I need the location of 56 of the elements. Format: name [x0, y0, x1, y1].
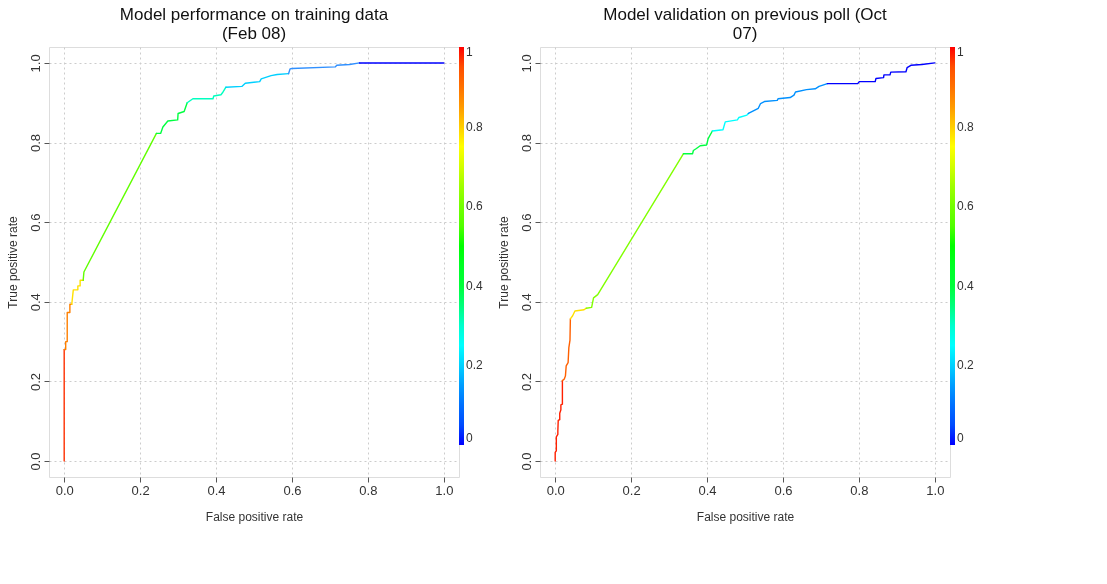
chart-title: Model validation on previous poll (Oct 07) — [603, 5, 888, 43]
line-series — [682, 130, 714, 155]
y-axis-title: True positive rate — [5, 216, 20, 309]
color-bar-label: 0 — [957, 431, 964, 445]
x-axis-title: False positive rate — [205, 509, 304, 524]
line-series — [826, 62, 936, 85]
color-bar-label: 1 — [957, 45, 964, 59]
x-tick-label: 0.6 — [283, 482, 302, 498]
color-bar-label: 0 — [466, 431, 473, 445]
y-tick-label: 0.6 — [27, 213, 43, 232]
x-tick-label: 0.6 — [774, 482, 793, 498]
color-bar-label: 0.4 — [957, 278, 975, 293]
y-axis-title: True positive rate — [496, 216, 511, 309]
color-bar-label: 0.2 — [466, 358, 484, 373]
x-tick-label: 0.2 — [131, 482, 150, 498]
color-bar-label: 0.8 — [466, 119, 484, 134]
color-bar-label: 0.8 — [957, 119, 975, 134]
x-tick-label: 0.8 — [359, 482, 378, 498]
line-series — [225, 72, 290, 88]
y-tick-label: 0.4 — [518, 293, 534, 312]
y-tick-label: 0.2 — [27, 372, 43, 391]
x-tick-label: 1.0 — [435, 482, 454, 498]
x-tick-label: 0.2 — [622, 482, 641, 498]
y-tick-label: 1.0 — [518, 54, 534, 73]
line-series — [63, 303, 73, 351]
y-tick-label: 0.4 — [27, 293, 43, 312]
line-series — [585, 153, 685, 309]
color-bar-label: 0.6 — [957, 199, 975, 214]
color-bar-label: 1 — [466, 45, 473, 59]
y-tick-label: 0.6 — [518, 213, 534, 232]
x-tick-label: 0.0 — [55, 482, 74, 498]
y-tick-label: 0.0 — [518, 452, 534, 471]
x-tick-label: 0.4 — [698, 482, 717, 498]
x-tick-label: 0.8 — [850, 482, 869, 498]
color-bar-label: 0.2 — [957, 358, 975, 373]
y-tick-label: 1.0 — [27, 54, 43, 73]
line-series — [554, 379, 564, 462]
x-tick-label: 0.4 — [207, 482, 226, 498]
y-tick-label: 0.8 — [518, 134, 534, 153]
line-series — [287, 62, 361, 75]
color-bar-label: 0.4 — [466, 278, 484, 293]
y-tick-label: 0.8 — [27, 134, 43, 153]
line-series — [71, 279, 84, 305]
y-tick-label: 0.0 — [27, 452, 43, 471]
y-tick-label: 0.2 — [518, 372, 534, 391]
x-tick-label: 1.0 — [926, 482, 945, 498]
line-series — [569, 307, 588, 320]
line-series — [186, 86, 227, 104]
line-series — [711, 112, 750, 132]
line-series — [561, 318, 572, 382]
chart-title: Model performance on training data (Feb 08) — [119, 5, 389, 43]
line-series — [747, 82, 829, 115]
x-axis-title: False positive rate — [696, 509, 795, 524]
x-tick-label: 0.0 — [546, 482, 565, 498]
line-series — [155, 102, 188, 135]
color-bar-label: 0.6 — [466, 199, 484, 214]
